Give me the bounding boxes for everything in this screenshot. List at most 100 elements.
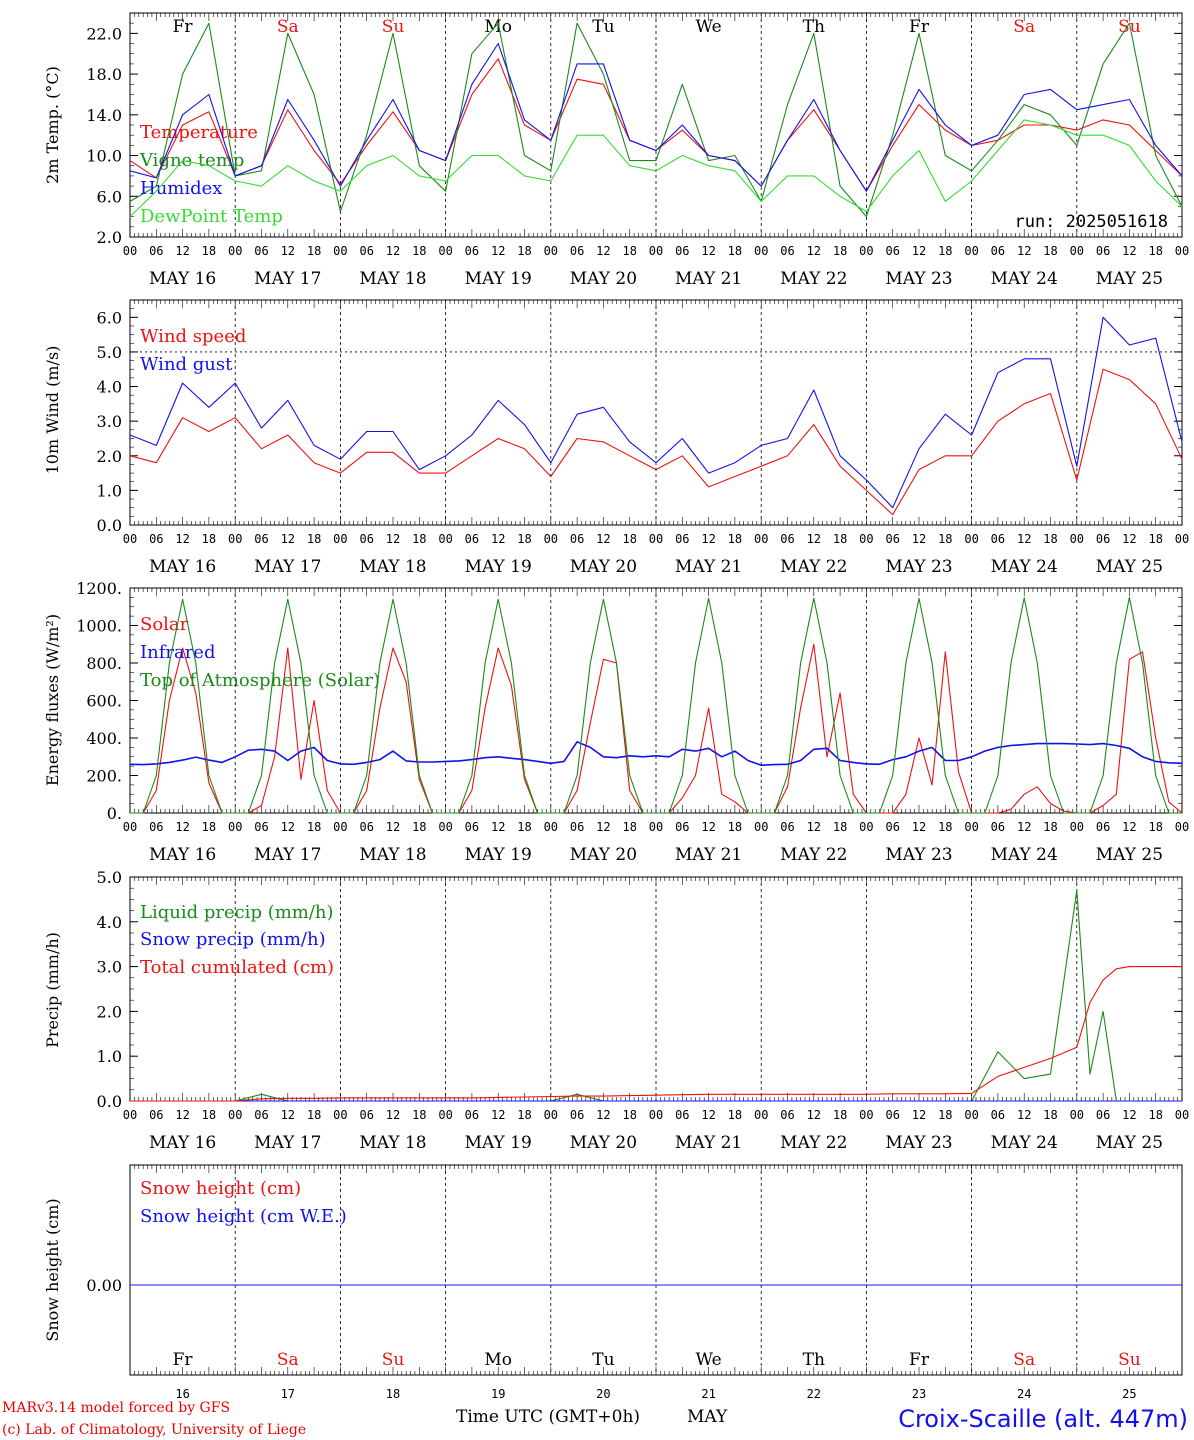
hour-tick-label: 18	[202, 532, 216, 546]
hour-tick-label: 06	[780, 1108, 794, 1122]
date-label: MAY 17	[254, 1133, 321, 1153]
hour-tick-label: 06	[465, 1108, 479, 1122]
date-label: MAY 24	[991, 269, 1058, 289]
hour-tick-label: 18	[202, 820, 216, 834]
hour-tick-label: 00	[228, 532, 242, 546]
legend-entry: Snow height (cm)	[140, 1178, 301, 1199]
date-label: MAY 25	[1096, 269, 1163, 289]
hour-tick-label: 12	[912, 532, 926, 546]
hour-tick-label: 00	[1070, 532, 1084, 546]
x-axis-month: MAY	[687, 1407, 728, 1427]
date-label: MAY 25	[1096, 845, 1163, 865]
hour-tick-label: 12	[1122, 820, 1136, 834]
hour-tick-label: 18	[938, 1108, 952, 1122]
date-label: MAY 21	[675, 557, 742, 577]
hour-tick-label: 18	[622, 244, 636, 258]
date-label: MAY 19	[465, 269, 532, 289]
series-line-total-cumulated-cm	[130, 966, 1182, 1102]
hour-tick-label: 18	[622, 532, 636, 546]
hour-tick-label: 18	[938, 532, 952, 546]
y-tick-label: 6.0	[97, 187, 122, 206]
hour-tick-label: 00	[544, 244, 558, 258]
date-label: MAY 20	[570, 1133, 637, 1153]
hour-tick-label: 18	[1043, 1108, 1057, 1122]
date-label: MAY 16	[149, 1133, 216, 1153]
y-tick-label: 14.0	[86, 106, 122, 125]
y-tick-label: 6.0	[97, 308, 122, 327]
series-line-vigne-temp	[129, 22, 1183, 218]
hour-tick-label: 12	[807, 820, 821, 834]
hour-tick-label: 18	[307, 244, 321, 258]
series-line-wind-gust	[129, 316, 1183, 509]
hour-tick-label: 00	[123, 820, 137, 834]
y-tick-label: 1.0	[97, 1047, 122, 1066]
y-tick-label: 5.0	[97, 343, 122, 362]
y-tick-label: 3.0	[97, 958, 122, 977]
run-annotation: run: 2025051618	[1014, 212, 1168, 232]
hour-tick-label: 18	[412, 244, 426, 258]
day-number-label: 21	[701, 1387, 715, 1401]
hour-tick-label: 06	[1096, 820, 1110, 834]
hour-tick-label: 18	[517, 532, 531, 546]
hour-tick-label: 18	[833, 820, 847, 834]
hour-tick-label: 00	[333, 532, 347, 546]
day-of-week-label: Fr	[909, 17, 930, 37]
day-of-week-label: Tu	[592, 17, 614, 37]
date-label: MAY 22	[780, 269, 847, 289]
hour-tick-label: 00	[1175, 532, 1189, 546]
hour-tick-label: 06	[570, 532, 584, 546]
y-tick-label: 22.0	[86, 24, 122, 43]
hour-tick-label: 06	[570, 820, 584, 834]
legend-entry: Snow height (cm W.E.)	[140, 1206, 347, 1227]
y-tick-label: 0.0	[97, 1092, 122, 1111]
day-of-week-label: Th	[803, 17, 825, 37]
hour-tick-label: 00	[754, 1108, 768, 1122]
hour-tick-label: 12	[1017, 1108, 1031, 1122]
hour-tick-label: 06	[359, 532, 373, 546]
series-line-humidex	[129, 42, 1183, 192]
hour-tick-label: 18	[1148, 1108, 1162, 1122]
hour-tick-label: 00	[964, 244, 978, 258]
date-label: MAY 18	[359, 845, 426, 865]
hour-tick-label: 18	[412, 532, 426, 546]
date-label: MAY 17	[254, 269, 321, 289]
hour-tick-label: 00	[859, 820, 873, 834]
hour-tick-label: 12	[701, 532, 715, 546]
date-label: MAY 24	[991, 845, 1058, 865]
hour-tick-label: 06	[675, 532, 689, 546]
hour-tick-label: 12	[596, 244, 610, 258]
hour-tick-label: 12	[596, 1108, 610, 1122]
hour-tick-label: 00	[1070, 244, 1084, 258]
hour-tick-label: 12	[386, 532, 400, 546]
hour-tick-label: 12	[1017, 532, 1031, 546]
hour-tick-label: 06	[254, 532, 268, 546]
hour-tick-label: 06	[149, 532, 163, 546]
hour-tick-label: 06	[254, 1108, 268, 1122]
hour-tick-label: 06	[570, 244, 584, 258]
hour-tick-label: 12	[1017, 244, 1031, 258]
hour-tick-label: 06	[675, 1108, 689, 1122]
date-label: MAY 20	[570, 557, 637, 577]
panel-4: 0.0 1.0 2.0 3.0 4.0 5.0 Precip (mm/h) 00 06 12 18 0…	[43, 868, 1189, 1153]
date-label: MAY 16	[149, 557, 216, 577]
hour-tick-label: 12	[175, 532, 189, 546]
y-tick-label: 800.	[86, 654, 122, 673]
hour-tick-label: 06	[149, 1108, 163, 1122]
hour-tick-label: 06	[149, 244, 163, 258]
hour-tick-label: 18	[1148, 244, 1162, 258]
hour-tick-label: 18	[622, 820, 636, 834]
hour-tick-label: 12	[281, 532, 295, 546]
series-line-infrared	[129, 740, 1183, 767]
hour-tick-label: 18	[1148, 532, 1162, 546]
y-tick-label: 2.0	[97, 228, 122, 247]
legend-entry: Humidex	[140, 178, 222, 199]
hour-tick-label: 18	[1043, 244, 1057, 258]
hour-tick-label: 12	[912, 820, 926, 834]
date-label: MAY 22	[780, 557, 847, 577]
panel-3: 0. 200. 400. 600. 800. 1000. 1200. Energy fluxe…	[43, 579, 1189, 865]
day-number-label: 17	[281, 1387, 295, 1401]
hour-tick-label: 00	[333, 1108, 347, 1122]
hour-tick-label: 00	[964, 532, 978, 546]
date-label: MAY 23	[885, 269, 952, 289]
date-label: MAY 21	[675, 1133, 742, 1153]
